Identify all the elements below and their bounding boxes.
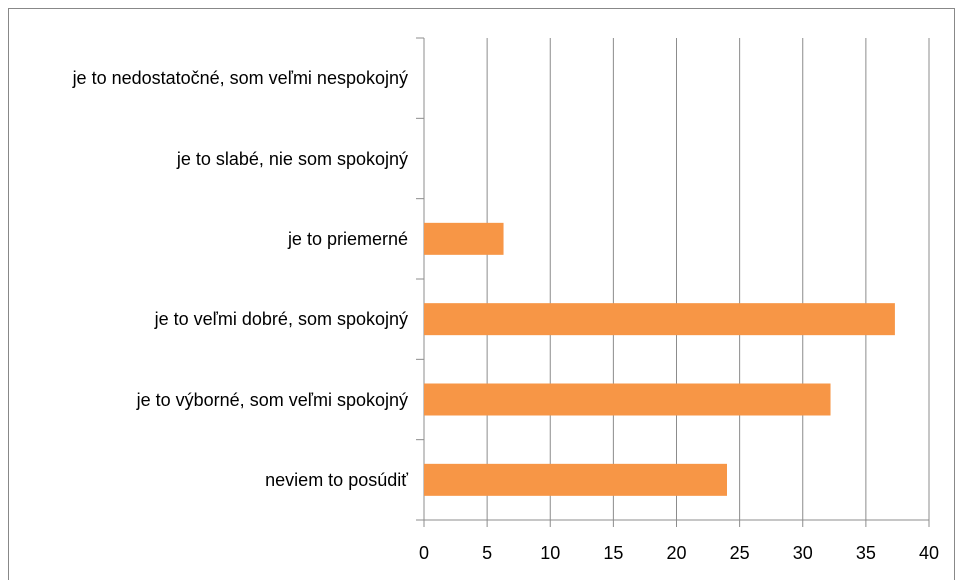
x-tick-label: 25 bbox=[730, 543, 750, 563]
y-tick-label: je to priemerné bbox=[287, 228, 408, 249]
bar bbox=[424, 303, 895, 336]
x-tick-label: 30 bbox=[793, 543, 813, 563]
y-tick-label: neviem to posúdiť bbox=[265, 469, 408, 490]
x-tick-label: 10 bbox=[540, 543, 560, 563]
bar bbox=[424, 383, 831, 416]
x-tick-label: 20 bbox=[666, 543, 686, 563]
bar bbox=[424, 463, 727, 496]
y-tick-label: je to slabé, nie som spokojný bbox=[176, 148, 408, 169]
y-tick-label: je to nedostatočné, som veľmi nespokojný bbox=[72, 68, 408, 89]
x-tick-label: 5 bbox=[482, 543, 492, 563]
y-tick-label: je to výborné, som veľmi spokojný bbox=[136, 389, 408, 410]
bar bbox=[424, 222, 504, 255]
x-tick-label: 40 bbox=[919, 543, 939, 563]
x-tick-label: 35 bbox=[856, 543, 876, 563]
x-tick-label: 0 bbox=[419, 543, 429, 563]
y-tick-label: je to veľmi dobré, som spokojný bbox=[154, 309, 408, 330]
x-tick-label: 15 bbox=[603, 543, 623, 563]
chart-border bbox=[8, 8, 955, 580]
